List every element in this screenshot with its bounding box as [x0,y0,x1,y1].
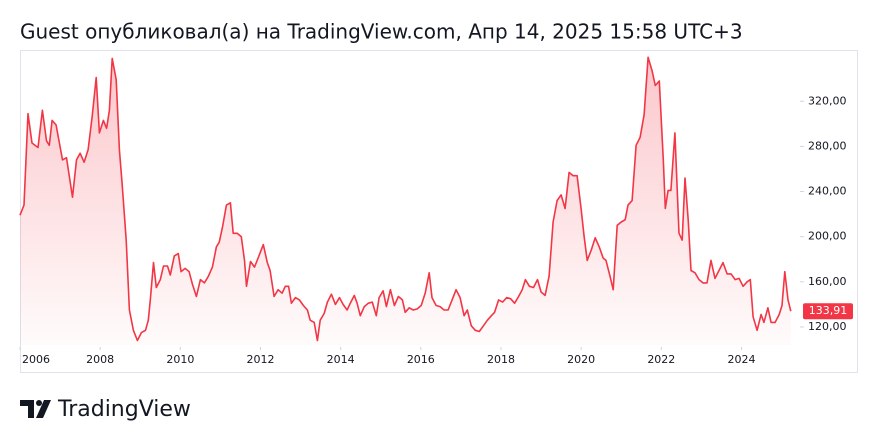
price-line [19,56,792,342]
x-tick-label: 2020 [567,353,595,366]
x-tick-label: 2008 [86,353,114,366]
y-tick-label: 200,00 [808,230,847,243]
last-price-tag [803,303,853,320]
x-tick-label: 2018 [487,353,515,366]
y-tick-label: 320,00 [808,94,847,107]
y-tick-label: 280,00 [808,139,847,152]
x-tick-label: 2024 [727,353,755,366]
x-tick-label: 2022 [647,353,675,366]
x-tick-label: 2006 [22,353,50,366]
chart-title: Guest опубликовал(а) на TradingView.com,… [20,20,743,44]
x-tick-label: 2014 [327,353,355,366]
logo [20,400,51,418]
brand: TradingView [57,397,191,422]
x-tick-label: 2010 [166,353,194,366]
last-price-label: 133,91 [809,304,848,317]
chart-frame [20,50,858,373]
x-tick-label: 2012 [246,353,274,366]
x-tick-label: 2016 [407,353,435,366]
y-tick-label: 120,00 [808,320,847,333]
y-tick-label: 160,00 [808,275,847,288]
y-tick-label: 240,00 [808,185,847,198]
area-fill [20,57,791,346]
